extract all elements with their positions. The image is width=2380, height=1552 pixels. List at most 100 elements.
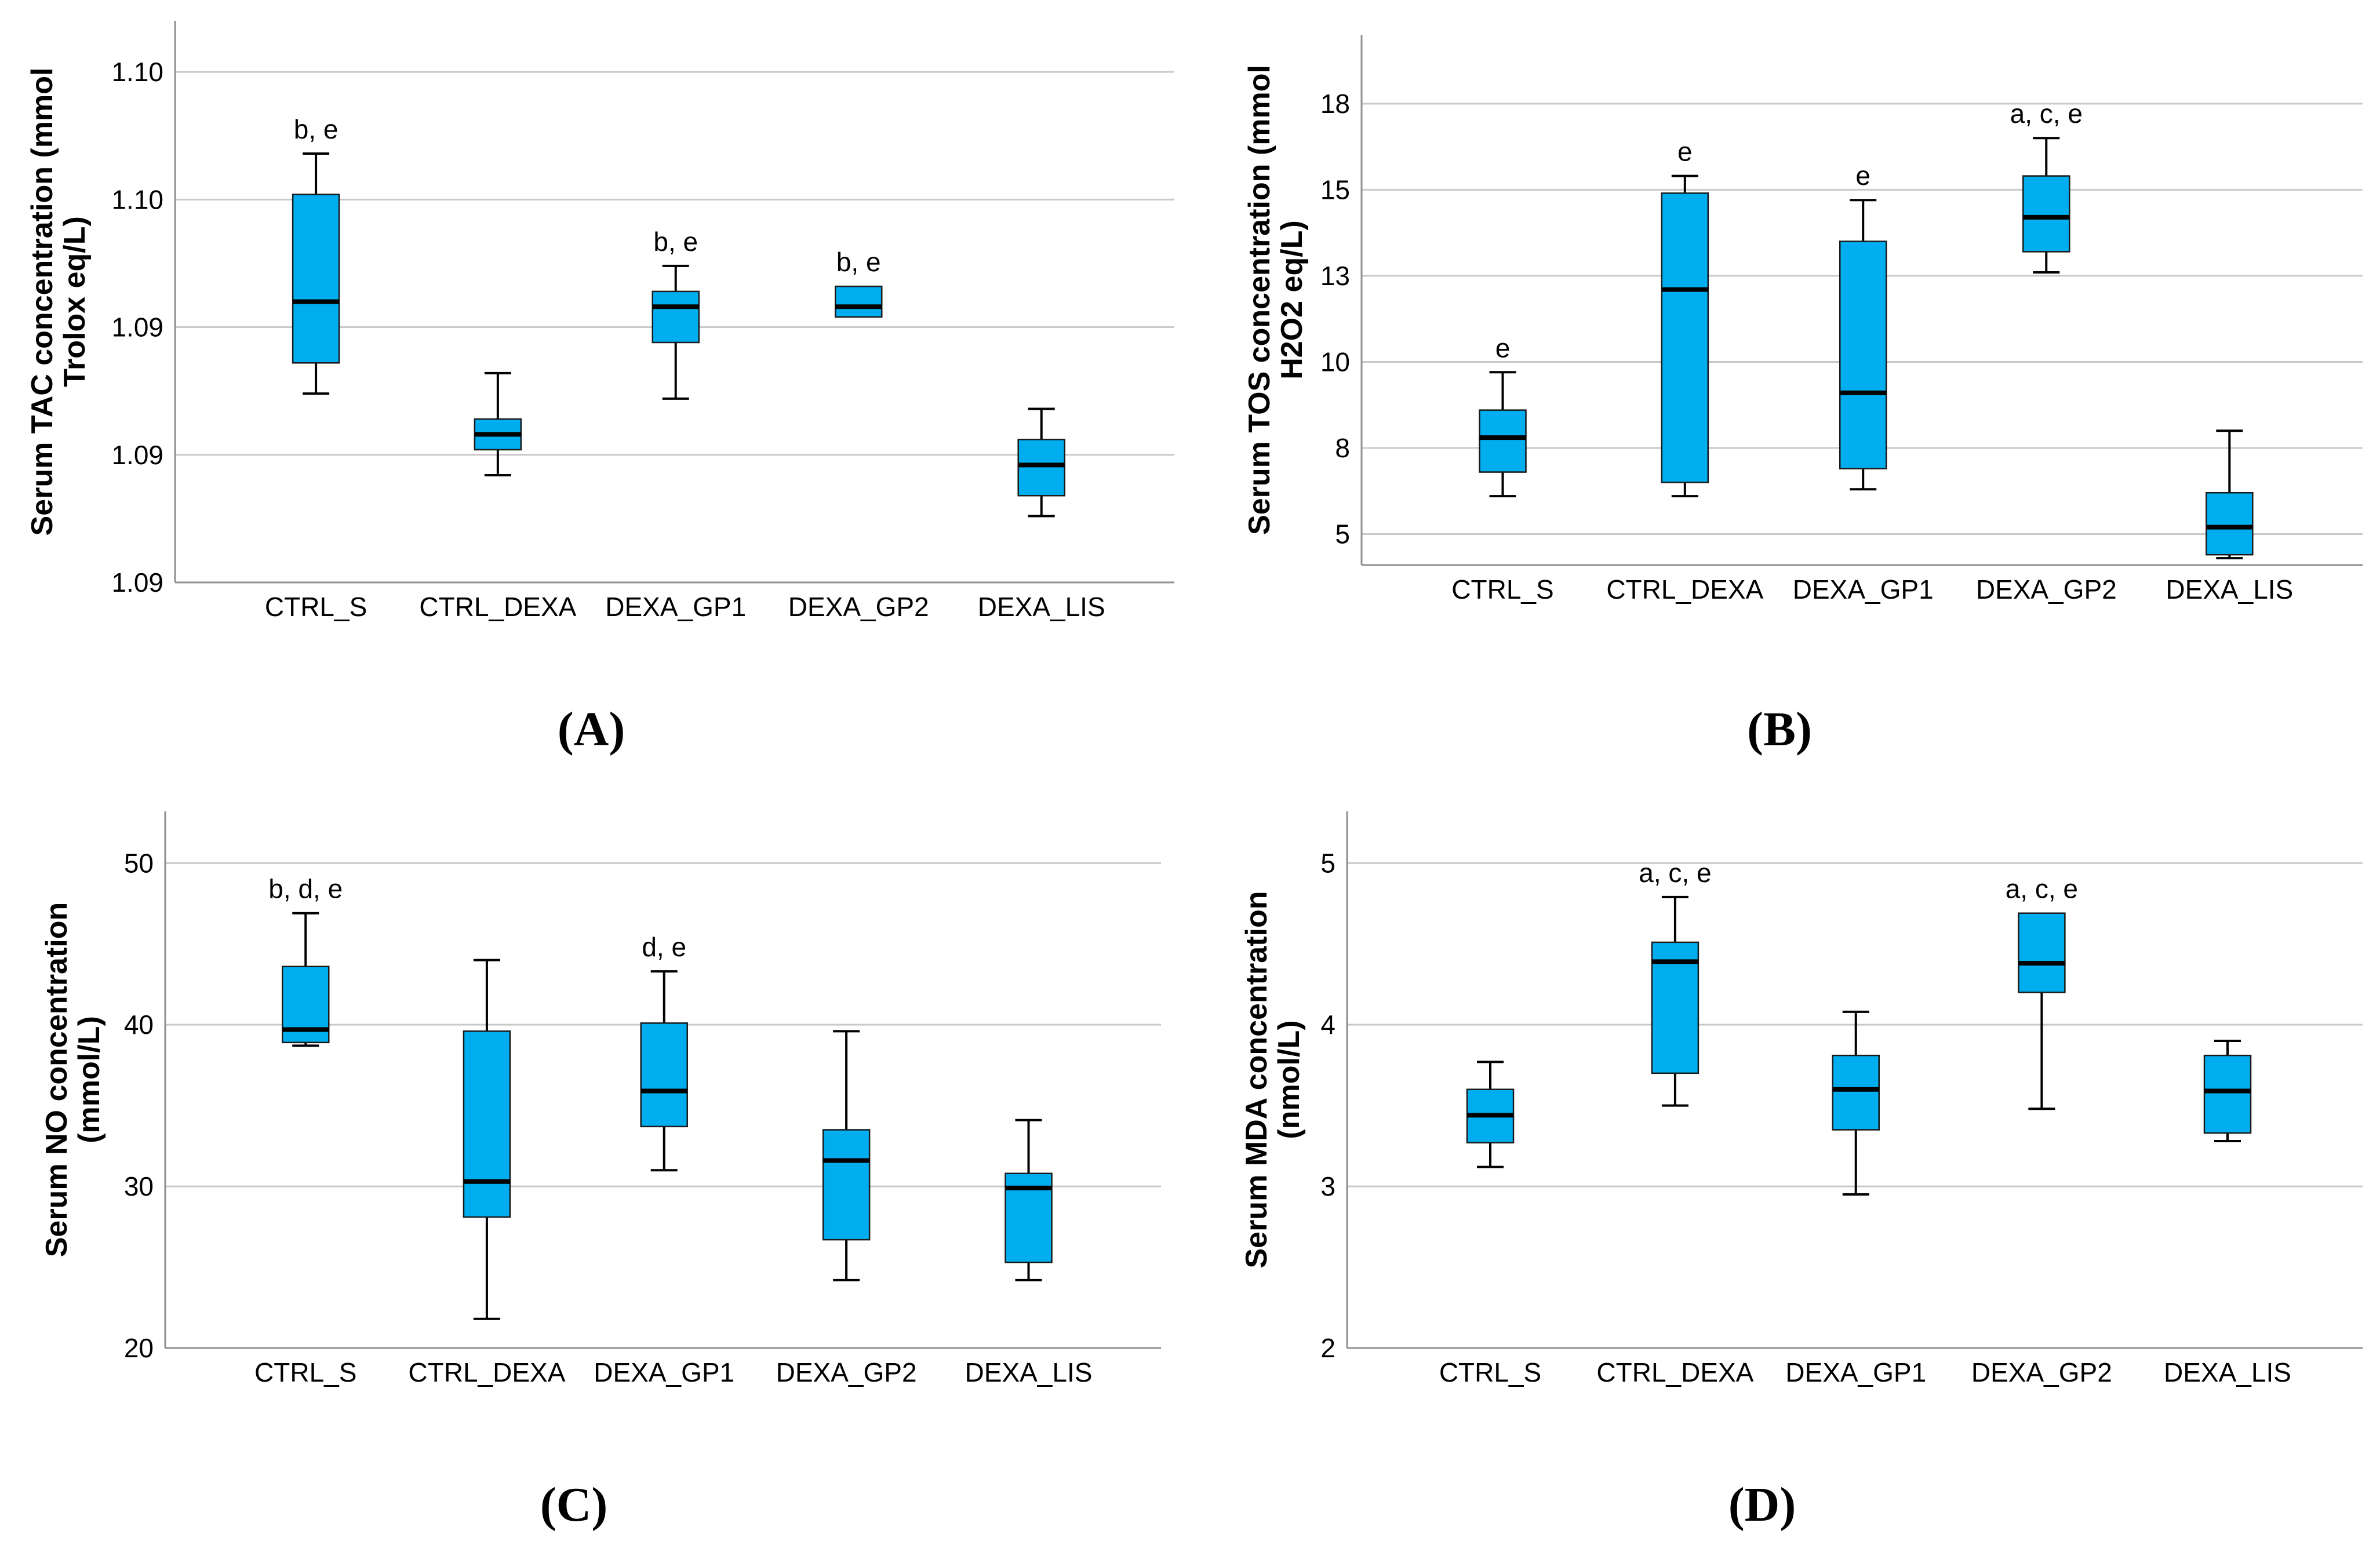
y-axis-title: Serum TOS concentration (mmol (1243, 65, 1276, 535)
x-category-label: DEXA_GP2 (776, 1357, 917, 1387)
x-category-label: CTRL_S (1451, 574, 1553, 604)
x-category-label: DEXA_GP2 (788, 592, 929, 622)
boxplot-DEXA_LIS (1017, 407, 1065, 518)
x-category-label: DEXA_LIS (2164, 1357, 2291, 1387)
y-tick-label: 13 (1320, 261, 1350, 291)
x-category-label: DEXA_LIS (965, 1357, 1093, 1387)
boxplot-CTRL_S: e (1479, 333, 1527, 498)
x-category-label: CTRL_S (254, 1357, 356, 1387)
y-tick-label: 1.09 (111, 567, 163, 598)
iqr-box (2203, 1054, 2252, 1134)
y-tick-label: 20 (124, 1333, 154, 1363)
y-tick-label: 1.09 (111, 312, 163, 343)
boxplot-CTRL_DEXA: a, c, e (1639, 858, 1712, 1107)
iqr-box (292, 194, 340, 364)
iqr-box (2206, 491, 2254, 556)
y-axis-title: Trolox eq/L) (58, 216, 92, 387)
y-tick-label: 30 (124, 1171, 154, 1201)
iqr-box (652, 290, 700, 344)
y-axis-title: (mmol/L) (72, 1016, 106, 1143)
significance-annotation: e (1677, 137, 1693, 167)
x-category-label: DEXA_GP1 (605, 592, 746, 622)
x-category-label: DEXA_LIS (978, 592, 1105, 622)
significance-annotation: d, e (642, 932, 686, 962)
boxplot-DEXA_LIS (2203, 1040, 2252, 1142)
boxplot-DEXA_GP1: d, e (640, 932, 688, 1172)
y-tick-label: 1.10 (111, 57, 163, 87)
panel-b-caption: (B) (1747, 702, 1812, 756)
significance-annotation: b, d, e (268, 874, 343, 904)
panel-c-caption: (C) (540, 1478, 608, 1532)
boxplot-DEXA_GP2 (822, 1030, 871, 1281)
boxplot-CTRL_DEXA (474, 371, 522, 477)
panel-A: 1.09 1.09 1.09 1.10 1.10 b, e CTRL_S CTRL_DEXA b… (26, 21, 1174, 622)
y-tick-label: 2 (1320, 1333, 1335, 1363)
boxplot-DEXA_GP1: e (1839, 161, 1887, 491)
iqr-box (640, 1022, 688, 1128)
iqr-box (834, 285, 883, 318)
x-category-label: DEXA_GP2 (1971, 1357, 2112, 1387)
significance-annotation: a, c, e (1639, 858, 1711, 888)
iqr-box (2022, 175, 2070, 253)
y-axis-title: Serum NO concentration (40, 902, 74, 1258)
y-tick-label: 18 (1320, 89, 1350, 119)
y-tick-label: 8 (1335, 433, 1350, 463)
significance-annotation: b, e (836, 247, 881, 277)
iqr-box (2018, 912, 2066, 993)
boxplot-DEXA_GP2: a, c, e (2010, 99, 2083, 274)
x-category-label: CTRL_S (265, 592, 367, 622)
iqr-box (1479, 409, 1527, 473)
y-axis-title: (nmol/L) (1272, 1020, 1306, 1139)
y-tick-label: 4 (1320, 1010, 1335, 1040)
boxplot-DEXA_GP2: a, c, e (2006, 874, 2078, 1110)
y-tick-label: 1.09 (111, 440, 163, 470)
significance-annotation: e (1495, 333, 1511, 363)
y-tick-label: 50 (124, 848, 154, 878)
x-category-label: DEXA_GP1 (1793, 574, 1934, 604)
iqr-box (463, 1030, 511, 1218)
iqr-box (1661, 192, 1709, 483)
x-category-label: DEXA_GP2 (1976, 574, 2117, 604)
boxplot-CTRL_DEXA (463, 959, 511, 1320)
x-category-label: DEXA_GP1 (1785, 1357, 1926, 1387)
significance-annotation: b, e (294, 114, 339, 144)
y-tick-label: 10 (1320, 347, 1350, 377)
y-tick-label: 40 (124, 1010, 154, 1040)
panel-D: 2 3 4 5 CTRL_S a, c, e CTRL_DEXA DEXA_GP1 a, c, … (1240, 811, 2363, 1387)
x-category-label: CTRL_DEXA (408, 1357, 565, 1387)
x-category-label: CTRL_DEXA (1606, 574, 1763, 604)
x-category-label: DEXA_LIS (2166, 574, 2293, 604)
y-tick-label: 15 (1320, 174, 1350, 205)
boxplot-DEXA_GP2: b, e (834, 247, 883, 318)
iqr-box (822, 1129, 871, 1241)
y-axis-title: Serum TAC concentration (mmol (26, 67, 59, 535)
boxplot-CTRL_S: b, e (292, 114, 340, 395)
significance-annotation: a, c, e (2006, 874, 2078, 904)
x-category-label: CTRL_DEXA (419, 592, 576, 622)
y-tick-label: 3 (1320, 1171, 1335, 1201)
panel-B: 5 8 10 13 15 18 e CTRL_S e CTRL_DEXA e DEXA_GP1 a, c… (1243, 35, 2363, 604)
iqr-box (1651, 941, 1700, 1074)
boxplot-DEXA_GP1: b, e (652, 227, 700, 400)
y-axis-title: Serum MDA concentration (1240, 891, 1273, 1268)
y-tick-label: 5 (1335, 519, 1350, 549)
y-tick-label: 5 (1320, 848, 1335, 878)
panel-d-caption: (D) (1728, 1478, 1796, 1532)
x-category-label: CTRL_DEXA (1596, 1357, 1753, 1387)
panel-a-caption: (A) (557, 702, 625, 756)
iqr-box (1832, 1054, 1880, 1131)
boxplot-DEXA_LIS (1005, 1119, 1053, 1281)
significance-annotation: b, e (653, 227, 698, 257)
x-category-label: DEXA_GP1 (594, 1357, 734, 1387)
boxplot-CTRL_S: b, d, e (268, 874, 343, 1047)
iqr-box (1017, 439, 1065, 497)
boxplot-DEXA_GP1 (1832, 1010, 1880, 1196)
significance-annotation: e (1855, 161, 1870, 191)
y-axis-title: H2O2 eq/L) (1275, 220, 1309, 380)
boxplot-CTRL_S (1466, 1061, 1515, 1168)
significance-annotation: a, c, e (2010, 99, 2083, 129)
y-tick-label: 1.10 (111, 184, 163, 214)
panel-C: 20 30 40 50 b, d, e CTRL_S CTRL_DEXA d, e DEXA_G… (40, 811, 1161, 1387)
